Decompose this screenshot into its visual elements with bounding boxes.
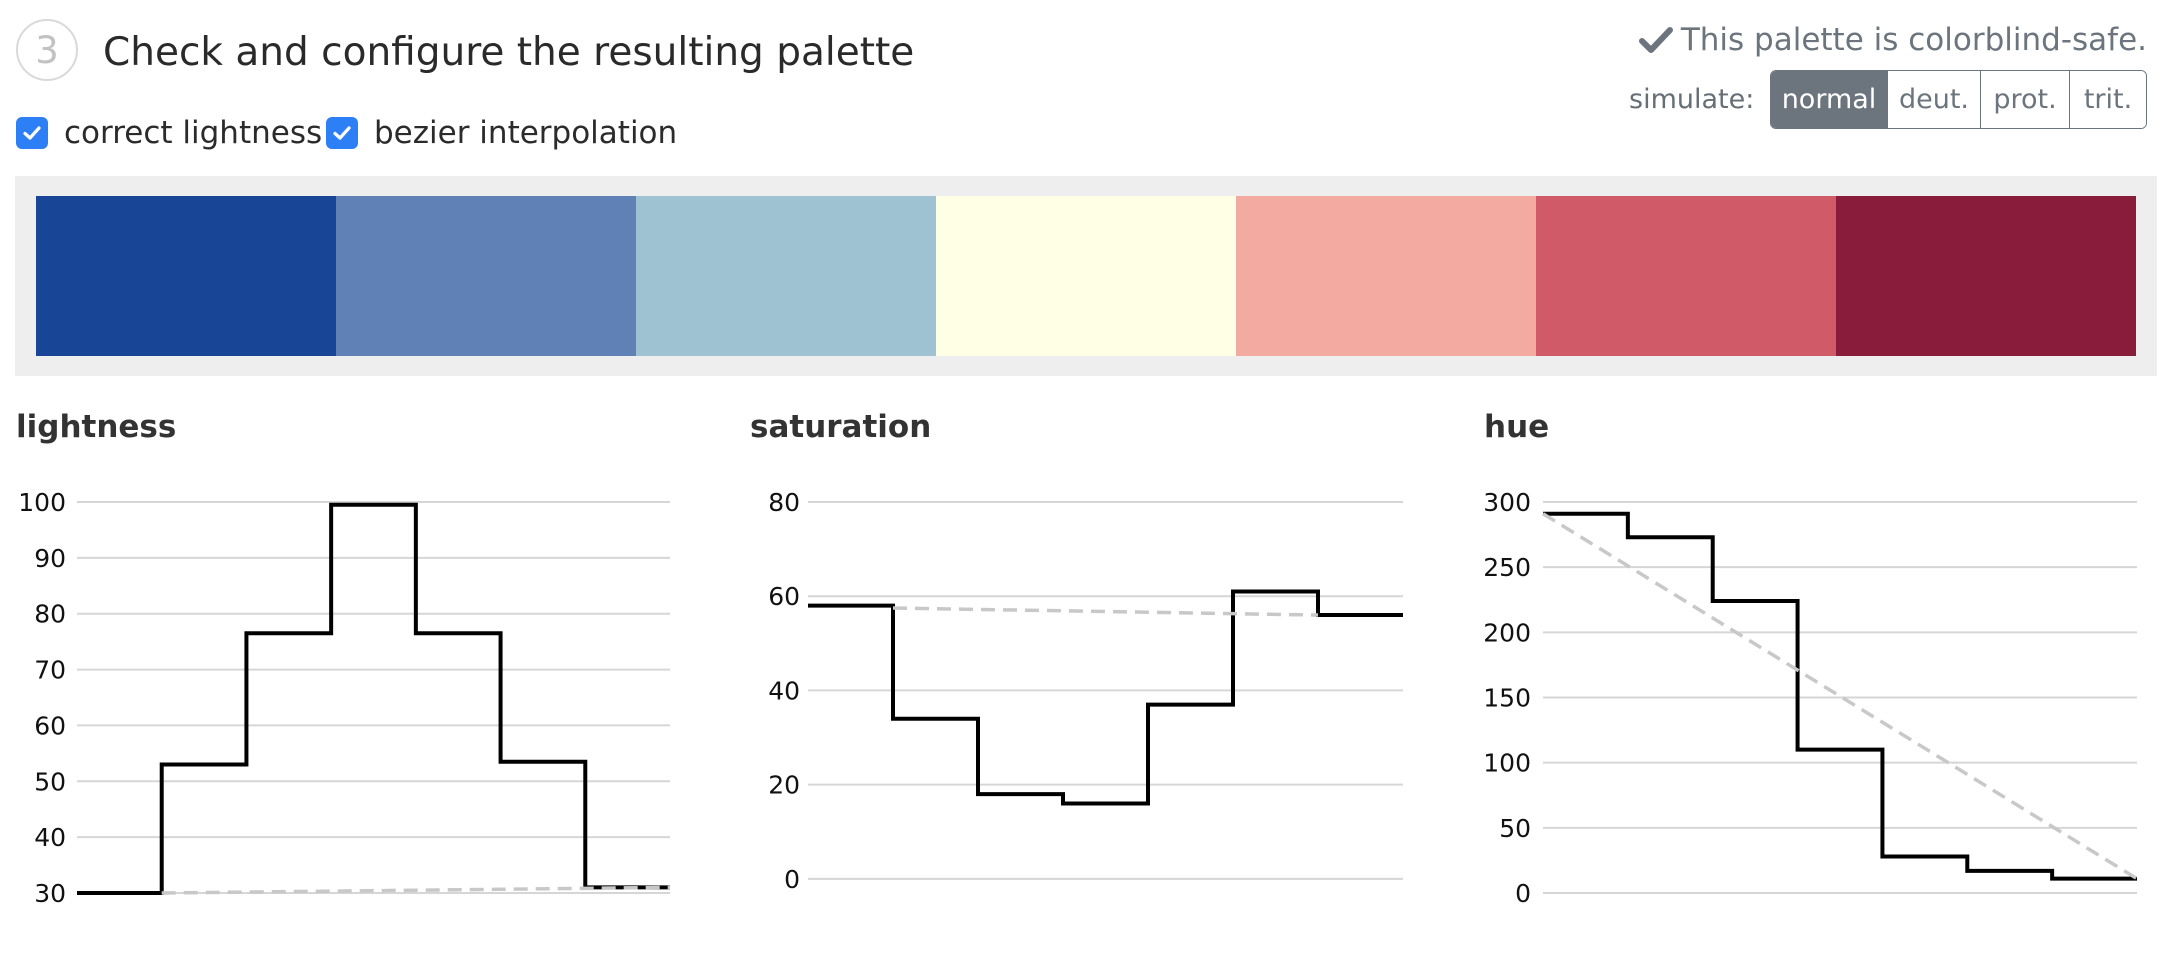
y-tick-label: 300 bbox=[1483, 488, 1531, 517]
y-tick-label: 100 bbox=[18, 488, 66, 517]
reference-line bbox=[1542, 512, 2138, 881]
y-tick-label: 50 bbox=[34, 767, 66, 796]
reference-line bbox=[892, 606, 1319, 617]
y-tick-label: 60 bbox=[34, 711, 66, 740]
palette-swatch-3 bbox=[636, 196, 936, 356]
correct-lightness-checkbox[interactable] bbox=[16, 117, 48, 149]
bezier-interpolation-checkbox[interactable] bbox=[326, 117, 358, 149]
y-tick-label: 90 bbox=[34, 544, 66, 573]
step-number-badge: 3 bbox=[16, 19, 78, 81]
y-tick-label: 40 bbox=[34, 823, 66, 852]
y-tick-label: 150 bbox=[1483, 684, 1531, 713]
y-tick-label: 40 bbox=[768, 676, 800, 705]
colorblind-safe-status: This palette is colorblind-safe. bbox=[1638, 22, 2147, 58]
palette-swatches bbox=[36, 196, 2136, 356]
palette-swatch-4 bbox=[936, 196, 1236, 356]
y-tick-label: 250 bbox=[1483, 553, 1531, 582]
palette-swatch-6 bbox=[1536, 196, 1836, 356]
simulate-button-group: normal deut. prot. trit. bbox=[1770, 70, 2147, 129]
checkmark-icon bbox=[333, 126, 351, 140]
y-tick-label: 0 bbox=[784, 865, 800, 894]
palette-swatch-7 bbox=[1836, 196, 2136, 356]
step-line bbox=[808, 589, 1403, 806]
chart-title-lightness: lightness bbox=[16, 409, 177, 445]
simulate-prot-button[interactable]: prot. bbox=[1980, 71, 2069, 128]
y-tick-label: 30 bbox=[34, 879, 66, 908]
y-tick-label: 80 bbox=[768, 488, 800, 517]
y-tick-label: 70 bbox=[34, 656, 66, 685]
y-tick-label: 80 bbox=[34, 600, 66, 629]
simulate-trit-button[interactable]: trit. bbox=[2069, 71, 2146, 128]
y-tick-label: 200 bbox=[1483, 618, 1531, 647]
palette-swatch-5 bbox=[1236, 196, 1536, 356]
simulate-normal-button[interactable]: normal bbox=[1771, 71, 1887, 128]
colorblind-safe-text: This palette is colorblind-safe. bbox=[1680, 22, 2147, 58]
y-tick-label: 20 bbox=[768, 771, 800, 800]
chart-title-hue: hue bbox=[1484, 409, 1550, 445]
y-tick-label: 60 bbox=[768, 582, 800, 611]
simulate-label: simulate: bbox=[1629, 84, 1755, 115]
step-line bbox=[1543, 511, 2137, 881]
correct-lightness-label: correct lightness bbox=[64, 115, 323, 151]
simulate-deut-button[interactable]: deut. bbox=[1887, 71, 1980, 128]
chart-title-saturation: saturation bbox=[750, 409, 932, 445]
bezier-interpolation-label: bezier interpolation bbox=[374, 115, 678, 151]
palette-swatch-2 bbox=[336, 196, 636, 356]
bezier-interpolation-option[interactable]: bezier interpolation bbox=[326, 115, 677, 151]
step-line bbox=[77, 502, 670, 895]
y-tick-label: 50 bbox=[1499, 814, 1531, 843]
step-title: Check and configure the resulting palett… bbox=[103, 30, 915, 75]
palette-swatch-1 bbox=[36, 196, 336, 356]
palette-preview bbox=[15, 176, 2157, 376]
check-icon bbox=[1638, 27, 1673, 53]
checkmark-icon bbox=[23, 126, 41, 140]
y-tick-label: 0 bbox=[1515, 879, 1531, 908]
correct-lightness-option[interactable]: correct lightness bbox=[16, 115, 322, 151]
y-tick-label: 100 bbox=[1483, 749, 1531, 778]
reference-line bbox=[161, 885, 671, 895]
